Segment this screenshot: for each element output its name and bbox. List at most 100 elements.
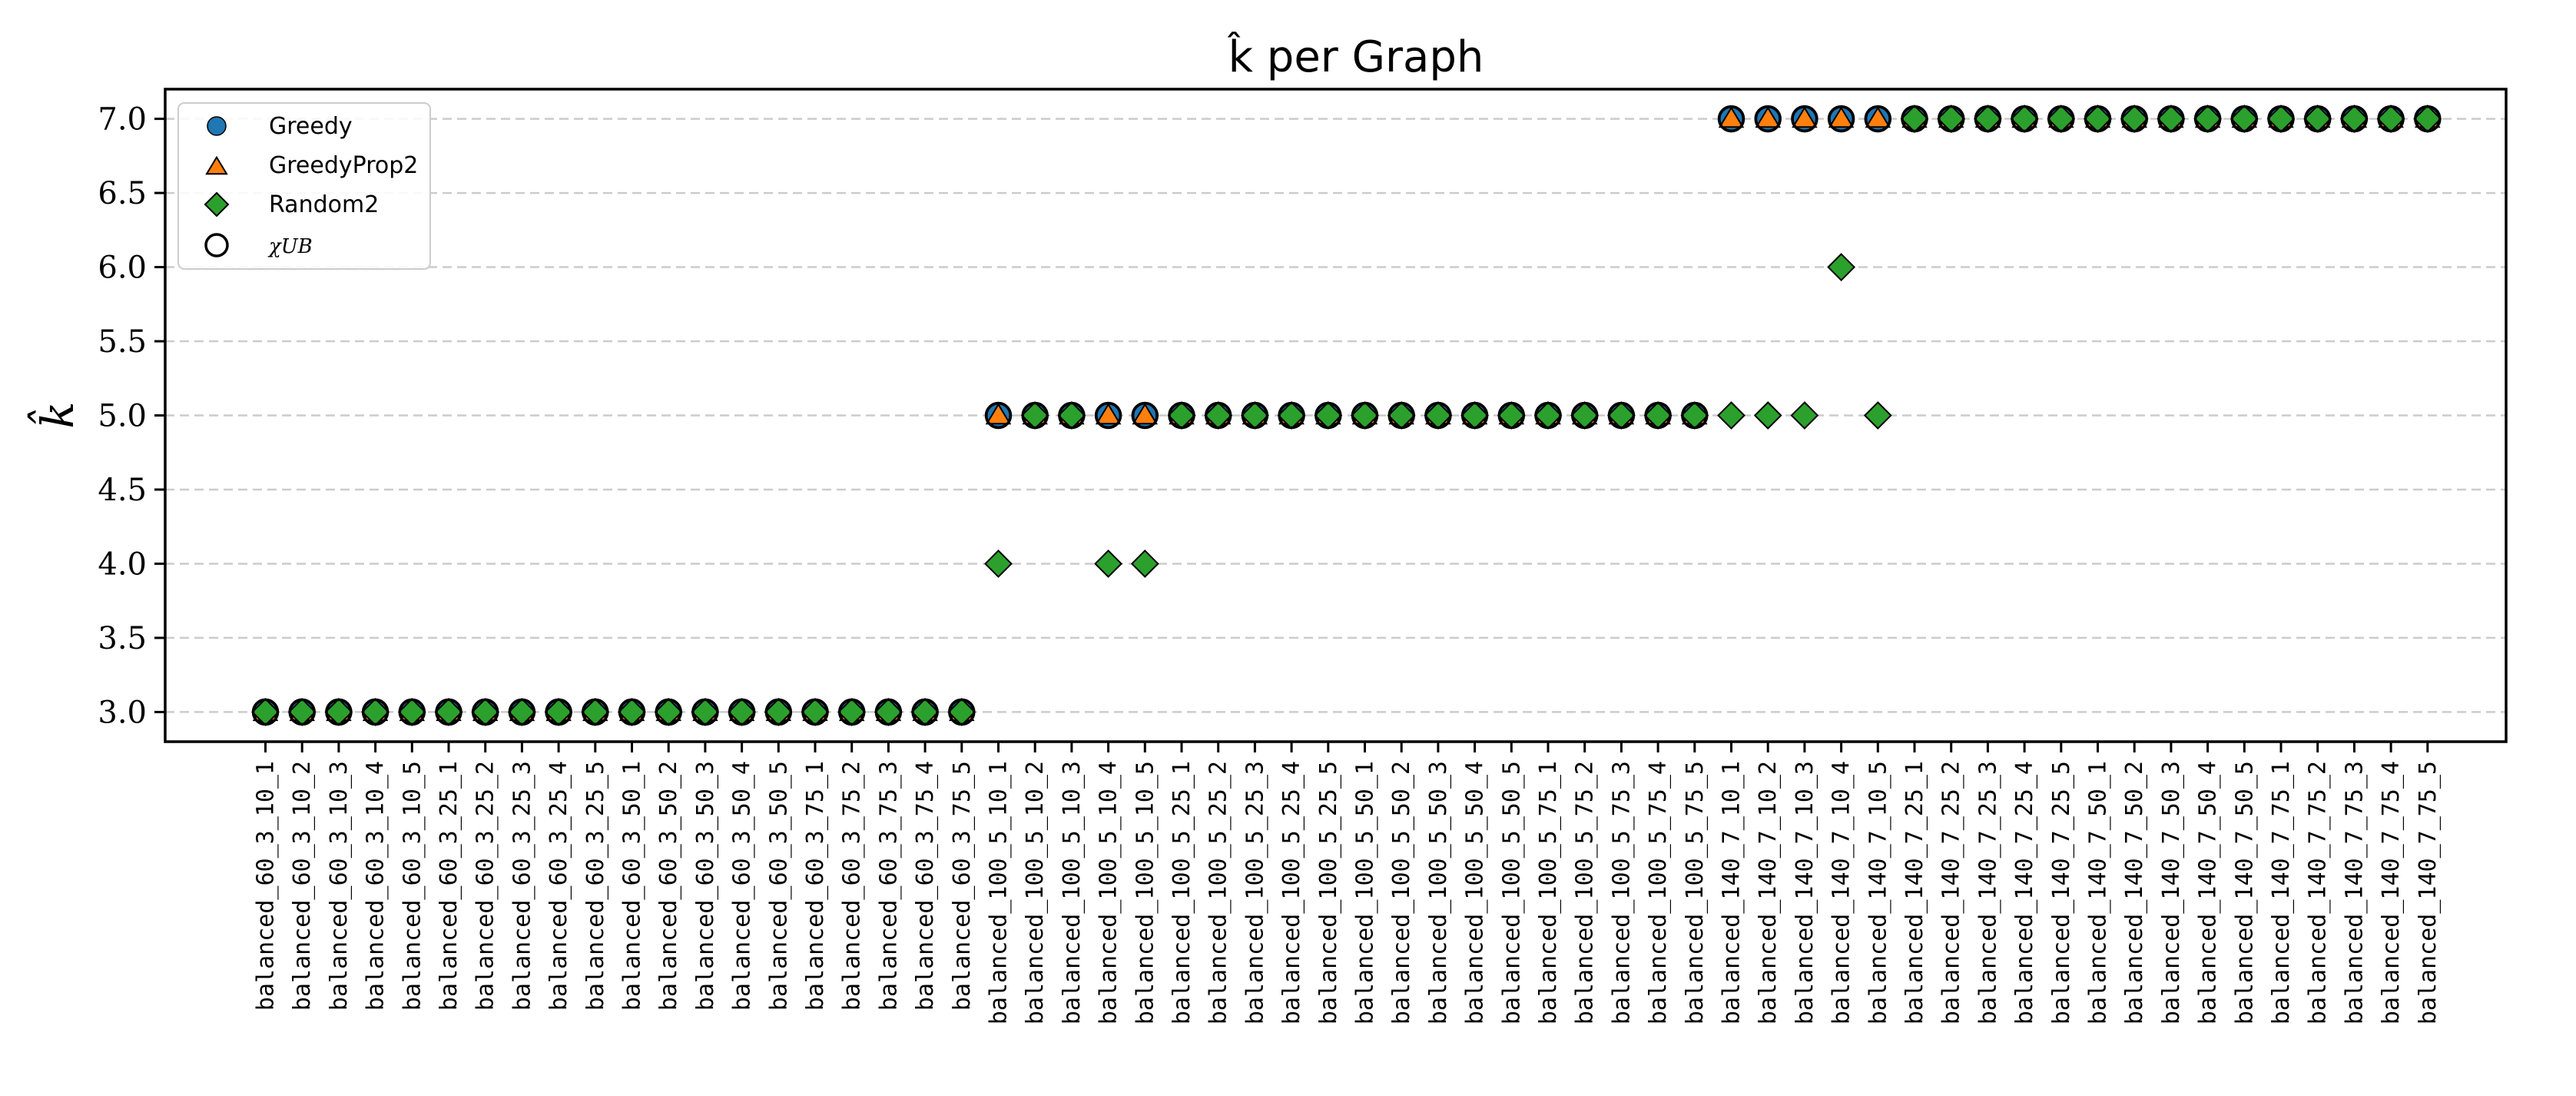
x-tick-label: balanced_140_7_25_1 bbox=[1901, 761, 1928, 1025]
legend-label: χUB bbox=[267, 235, 313, 258]
legend-label: GreedyProp2 bbox=[269, 152, 418, 179]
y-tick-label: 7.0 bbox=[98, 102, 147, 138]
greedyprop2-point bbox=[1792, 106, 1818, 128]
chi-ub-point bbox=[1937, 105, 1965, 133]
x-tick-label: balanced_100_5_50_5 bbox=[1498, 761, 1525, 1025]
x-tick-label: balanced_100_5_50_1 bbox=[1352, 761, 1379, 1025]
legend-chi-ub-marker bbox=[204, 233, 229, 257]
x-tick-label: balanced_140_7_50_2 bbox=[2121, 761, 2148, 1025]
greedyprop2-point bbox=[1095, 403, 1122, 425]
chi-ub-point bbox=[435, 698, 462, 726]
legend-label: Greedy bbox=[269, 113, 353, 140]
chi-ub-point bbox=[618, 698, 646, 726]
y-tick-label: 3.5 bbox=[98, 621, 147, 656]
x-tick-label: balanced_140_7_75_1 bbox=[2268, 761, 2295, 1025]
x-tick-label: balanced_100_5_50_2 bbox=[1388, 761, 1415, 1025]
chi-ub-point bbox=[2084, 105, 2112, 133]
chi-ub-point bbox=[1754, 105, 1782, 133]
y-tick-label: 6.0 bbox=[98, 251, 147, 286]
chi-ub-point bbox=[545, 698, 572, 726]
chi-ub-point bbox=[2193, 105, 2222, 133]
legend-greedy-marker bbox=[207, 116, 227, 136]
y-axis-label: k̂ bbox=[27, 401, 84, 428]
x-tick-label: balanced_140_7_10_3 bbox=[1792, 761, 1818, 1025]
x-tick-label: balanced_140_7_75_4 bbox=[2378, 761, 2405, 1025]
chi-ub-point bbox=[2267, 105, 2295, 133]
chi-ub-point bbox=[361, 698, 390, 726]
greedyprop2-point bbox=[1718, 106, 1745, 128]
x-tick-label: balanced_140_7_50_3 bbox=[2158, 761, 2185, 1025]
x-tick-label: balanced_140_7_25_4 bbox=[2011, 761, 2038, 1025]
chi-ub-point bbox=[1497, 401, 1526, 430]
greedyprop2-point bbox=[985, 403, 1012, 425]
chi-ub-point bbox=[1607, 401, 1636, 430]
greedyprop2-point bbox=[1132, 403, 1159, 425]
random2-point bbox=[1790, 401, 1819, 430]
x-tick-label: balanced_140_7_25_5 bbox=[2048, 761, 2075, 1025]
chi-ub-point bbox=[764, 698, 793, 726]
x-tick-label: balanced_60_3_50_2 bbox=[655, 761, 682, 1011]
x-tick-label: balanced_60_3_10_2 bbox=[289, 761, 316, 1011]
chi-ub-point bbox=[2047, 105, 2075, 133]
legend-box bbox=[177, 102, 431, 270]
random2-point bbox=[1753, 401, 1782, 430]
chi-ub-point bbox=[911, 698, 939, 726]
chi-ub-point bbox=[508, 698, 536, 726]
x-tick-label: balanced_140_7_50_4 bbox=[2195, 761, 2222, 1025]
random2-point bbox=[1717, 401, 1746, 430]
chi-ub-point bbox=[1241, 401, 1269, 430]
x-tick-label: balanced_140_7_25_3 bbox=[1974, 761, 2001, 1025]
y-tick-label: 3.0 bbox=[98, 695, 147, 730]
chi-ub-point bbox=[1021, 401, 1049, 430]
x-tick-label: balanced_100_5_25_3 bbox=[1242, 761, 1268, 1025]
chi-ub-point bbox=[2157, 105, 2185, 133]
chi-ub-point bbox=[2120, 105, 2148, 133]
chi-ub-point bbox=[1094, 401, 1122, 430]
x-tick-label: balanced_140_7_75_2 bbox=[2305, 761, 2332, 1025]
x-tick-label: balanced_100_5_75_4 bbox=[1645, 761, 1672, 1025]
chi-ub-point bbox=[1058, 401, 1086, 430]
chi-ub-point bbox=[1644, 401, 1672, 430]
chi-ub-point bbox=[837, 698, 866, 726]
chi-ub-point bbox=[2011, 105, 2038, 133]
chi-ub-point bbox=[801, 698, 829, 726]
x-tick-label: balanced_60_3_25_1 bbox=[436, 761, 462, 1011]
x-tick-label: balanced_60_3_10_1 bbox=[253, 761, 280, 1011]
chi-ub-point bbox=[1424, 401, 1452, 430]
x-tick-label: balanced_60_3_25_2 bbox=[472, 761, 499, 1011]
x-tick-label: balanced_100_5_10_3 bbox=[1059, 761, 1086, 1025]
chi-ub-point bbox=[2230, 105, 2259, 133]
x-tick-label: balanced_140_7_25_2 bbox=[1938, 761, 1965, 1025]
chi-ub-point bbox=[948, 698, 976, 726]
x-tick-label: balanced_140_7_10_5 bbox=[1865, 761, 1891, 1025]
x-tick-label: balanced_100_5_10_5 bbox=[1132, 761, 1159, 1025]
chi-ub-point bbox=[1534, 401, 1562, 430]
chi-ub-point bbox=[1717, 105, 1746, 133]
chi-ub-point bbox=[398, 698, 426, 726]
chi-ub-point bbox=[1681, 401, 1709, 430]
chi-ub-point bbox=[728, 698, 756, 726]
x-tick-label: balanced_60_3_10_3 bbox=[326, 761, 353, 1011]
y-tick-label: 5.5 bbox=[98, 324, 147, 360]
random2-point bbox=[984, 550, 1013, 578]
x-tick-label: balanced_60_3_50_4 bbox=[729, 761, 756, 1011]
chi-ub-point bbox=[1460, 401, 1489, 430]
x-tick-label: balanced_100_5_50_4 bbox=[1462, 761, 1489, 1025]
x-tick-label: balanced_100_5_50_3 bbox=[1425, 761, 1452, 1025]
chi-ub-point bbox=[1204, 401, 1232, 430]
x-tick-label: balanced_60_3_75_2 bbox=[839, 761, 866, 1011]
x-tick-label: balanced_60_3_50_5 bbox=[765, 761, 792, 1011]
x-tick-label: balanced_100_5_75_3 bbox=[1608, 761, 1635, 1025]
x-tick-label: balanced_60_3_50_3 bbox=[692, 761, 719, 1011]
chi-ub-point bbox=[582, 698, 609, 726]
x-tick-label: balanced_100_5_75_2 bbox=[1572, 761, 1599, 1025]
legend: Greedy GreedyProp2 Random2 χUB bbox=[177, 102, 431, 270]
legend-greedyprop2-marker bbox=[205, 155, 228, 175]
chi-ub-point bbox=[1168, 401, 1195, 430]
x-tick-label: balanced_140_7_75_3 bbox=[2341, 761, 2368, 1025]
x-tick-label: balanced_60_3_10_5 bbox=[399, 761, 426, 1011]
chi-ub-point bbox=[471, 698, 499, 726]
x-tick-label: balanced_60_3_75_4 bbox=[912, 761, 939, 1011]
legend-label: Random2 bbox=[269, 191, 379, 218]
